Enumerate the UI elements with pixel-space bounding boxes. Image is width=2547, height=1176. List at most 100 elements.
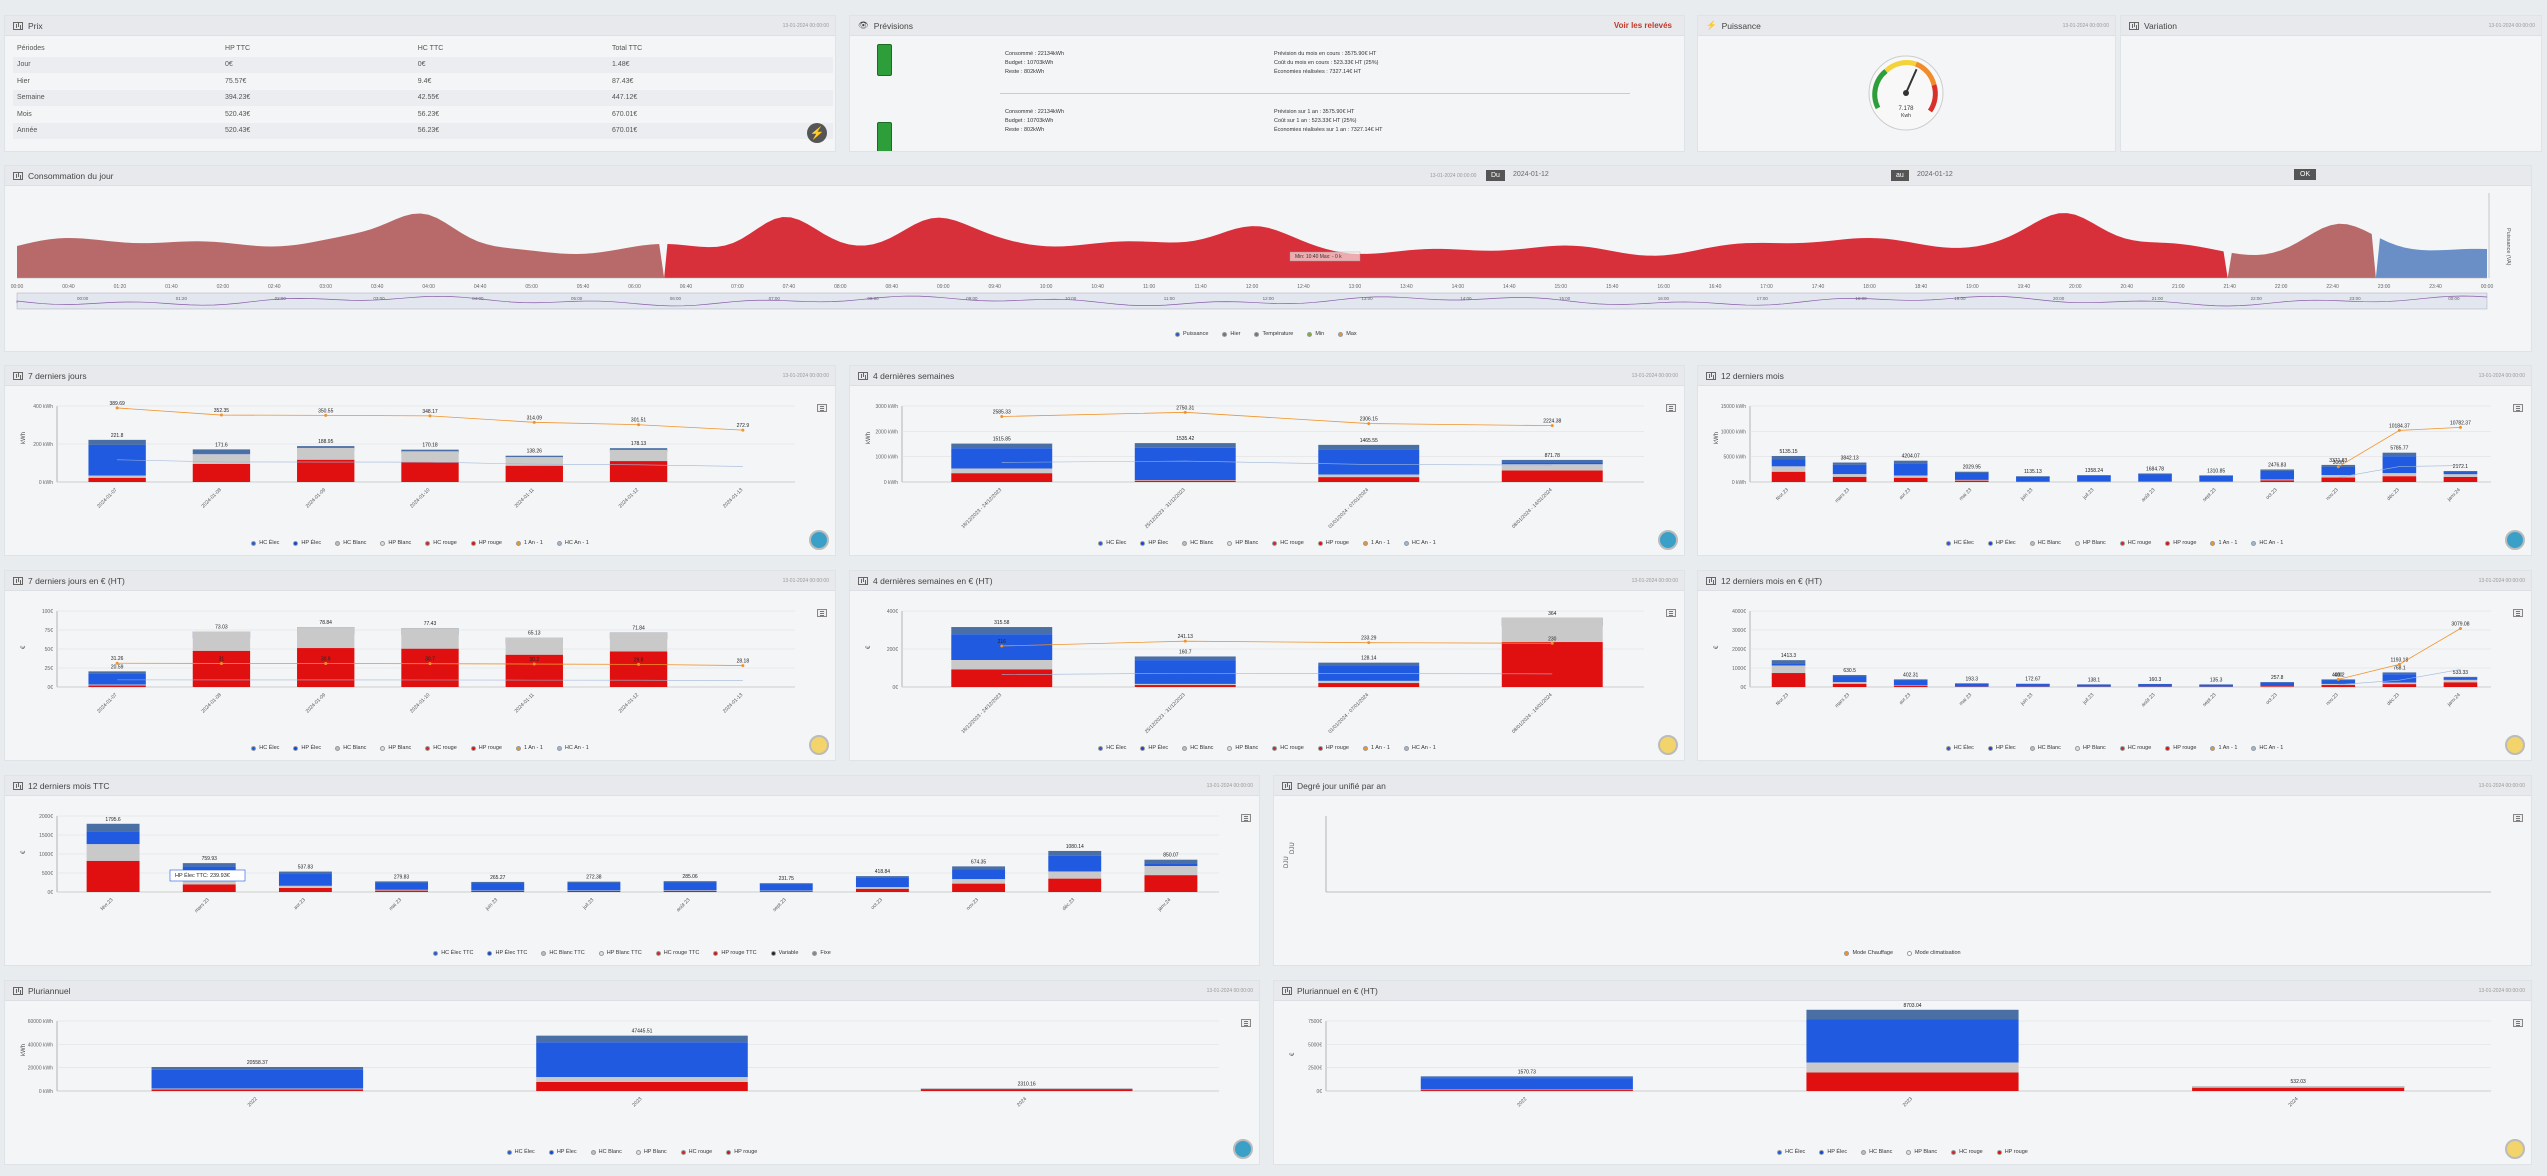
legend-item[interactable]: HP rouge	[470, 745, 502, 751]
legend-item[interactable]: HC rouge	[1951, 1149, 1983, 1155]
legend-item[interactable]: 1 An - 1	[515, 540, 543, 546]
legend-item[interactable]: HC Blanc	[2029, 745, 2061, 751]
legend-item[interactable]: Max	[1338, 331, 1357, 337]
legend-item[interactable]: HC rouge TTC	[655, 950, 699, 956]
legend-item[interactable]: HC Élec	[506, 1149, 535, 1155]
voir-releves-link[interactable]: Voir les relevés	[1613, 21, 1672, 30]
legend-item[interactable]: HP Élec	[1140, 540, 1168, 546]
legend-item[interactable]: HC Élec	[1098, 745, 1126, 751]
legend-item[interactable]: HP Élec	[1987, 540, 2016, 546]
chart-menu-button[interactable]	[1241, 814, 1251, 822]
legend-item[interactable]: HC An - 1	[2251, 745, 2283, 751]
chart-menu-button[interactable]	[2513, 814, 2523, 822]
legend-item[interactable]: HP Blanc	[1227, 540, 1258, 546]
legend-item[interactable]: Mode Chauffage	[1844, 950, 1893, 956]
legend-item[interactable]: HC Élec	[1945, 540, 1974, 546]
legend-item[interactable]: HP Blanc	[1906, 1149, 1937, 1155]
legend-item[interactable]: HP Élec	[293, 540, 321, 546]
legend-item[interactable]: HC Élec	[1098, 540, 1126, 546]
c12ttc-chart[interactable]: €0€ 500€ 1000€ 1500€ 2000€ 1795.6 févr.23 759.9…	[5, 798, 1259, 947]
legend-item[interactable]: HC Élec	[1945, 745, 1974, 751]
legend-item[interactable]: Hier	[1222, 331, 1240, 337]
legend-item[interactable]: Variable	[770, 950, 798, 956]
consumption-area-chart[interactable]: Min: 10:40 Max: - 0 k Puissance (VA) 00:00…	[5, 188, 2532, 338]
legend-item[interactable]: HC Élec	[1777, 1149, 1805, 1155]
legend-item[interactable]: HP Élec	[1140, 745, 1168, 751]
chart-menu-button[interactable]	[817, 404, 827, 412]
c4s-chart[interactable]: kWh 0 kWh 1000 kWh 2000 kWh 3000 kWh 1515.85 1…	[850, 388, 1684, 537]
legend-item[interactable]: HP rouge	[470, 540, 502, 546]
c12me-chart[interactable]: €0€ 1000€ 2000€ 3000€ 4000€ 1413.3 févr.23 630.…	[1698, 593, 2531, 742]
ok-button[interactable]: OK	[2294, 169, 2317, 180]
legend-item[interactable]: HC Blanc	[335, 745, 366, 751]
legend-item[interactable]: HP Blanc	[2074, 745, 2106, 751]
c12m-chart[interactable]: kWh 0 kWh 5000 kWh 10000 kWh 15000 kWh 5135.1…	[1698, 388, 2531, 537]
legend-item[interactable]: HP rouge	[1317, 540, 1349, 546]
legend-item[interactable]: HP Blanc	[635, 1149, 667, 1155]
legend-item[interactable]: HC Élec TTC	[433, 950, 473, 956]
legend-item[interactable]: HP Blanc	[380, 745, 411, 751]
chart-menu-button[interactable]	[817, 609, 827, 617]
legend-item[interactable]: HP rouge TTC	[713, 950, 757, 956]
chart-menu-button[interactable]	[2513, 404, 2523, 412]
legend-item[interactable]: HP Élec	[548, 1149, 577, 1155]
date-to-input[interactable]: 2024-01-12	[1917, 171, 1953, 178]
legend-item[interactable]: HC An - 1	[556, 540, 589, 546]
legend-item[interactable]: HP rouge	[1996, 1149, 2028, 1155]
legend-item[interactable]: HP Élec	[1987, 745, 2016, 751]
legend-item[interactable]: HC rouge	[1272, 540, 1304, 546]
c7je-chart[interactable]: €0€ 25€ 50€ 75€ 100€ 20.59 2024-01-07 73.03 2024…	[5, 593, 835, 742]
legend-item[interactable]: HC Blanc	[590, 1149, 622, 1155]
legend-item[interactable]: HC An - 1	[556, 745, 589, 751]
legend-item[interactable]: HC An - 1	[2251, 540, 2283, 546]
legend-item[interactable]: HC rouge	[680, 1149, 712, 1155]
cple-chart[interactable]: €0€ 2500€ 5000€ 7500€ 1570.73 2022 8703.04 2023…	[1274, 1003, 2531, 1146]
chart-menu-button[interactable]	[1666, 404, 1676, 412]
legend-item[interactable]: HC Blanc TTC	[541, 950, 585, 956]
legend-item[interactable]: HP Élec TTC	[487, 950, 527, 956]
legend-item[interactable]: HC Blanc	[1182, 745, 1213, 751]
legend-item[interactable]: HP Élec	[293, 745, 321, 751]
date-from-input[interactable]: 2024-01-12	[1513, 171, 1549, 178]
legend-item[interactable]: 1 An - 1	[2210, 745, 2237, 751]
chart-menu-button[interactable]	[2513, 1019, 2523, 1027]
legend-item[interactable]: HP Blanc TTC	[598, 950, 642, 956]
legend-item[interactable]: 1 An - 1	[2210, 540, 2237, 546]
legend-item[interactable]: HC An - 1	[1403, 745, 1436, 751]
legend-item[interactable]: HC rouge	[425, 540, 457, 546]
legend-item[interactable]: HC rouge	[2119, 540, 2151, 546]
legend-item[interactable]: HP Élec	[1819, 1149, 1847, 1155]
legend-item[interactable]: HC An - 1	[1403, 540, 1436, 546]
legend-item[interactable]: HC Élec	[251, 745, 279, 751]
chart-menu-button[interactable]	[2513, 609, 2523, 617]
legend-item[interactable]: HC Blanc	[2029, 540, 2061, 546]
cpl-chart[interactable]: kWh 0 kWh 20000 kWh 40000 kWh 60000 kWh 20558…	[5, 1003, 1259, 1146]
legend-item[interactable]: Puissance	[1175, 331, 1208, 337]
legend-item[interactable]: Min	[1307, 331, 1324, 337]
chart-menu-button[interactable]	[1241, 1019, 1251, 1027]
legend-item[interactable]: HP rouge	[2165, 745, 2196, 751]
legend-item[interactable]: 1 An - 1	[1362, 540, 1390, 546]
c7j-chart[interactable]: kWh 0 kWh 200 kWh 400 kWh 221.8 2024-01-07 171…	[5, 388, 835, 537]
c4se-chart[interactable]: €0€ 200€ 400€ 315.58 18/12/2023 - 24/12/2023…	[850, 593, 1684, 742]
legend-item[interactable]: HC Blanc	[1861, 1149, 1892, 1155]
legend-item[interactable]: 1 An - 1	[1362, 745, 1390, 751]
legend-item[interactable]: HC Élec	[251, 540, 279, 546]
chart-menu-button[interactable]	[1666, 609, 1676, 617]
legend-item[interactable]: HC rouge	[1272, 745, 1304, 751]
lightning-icon[interactable]: ⚡	[807, 123, 827, 143]
legend-item[interactable]: HC rouge	[425, 745, 457, 751]
legend-item[interactable]: Fixe	[812, 950, 831, 956]
legend-item[interactable]: Mode climatisation	[1907, 950, 1961, 956]
legend-item[interactable]: HP rouge	[1317, 745, 1349, 751]
legend-item[interactable]: HP Blanc	[2074, 540, 2106, 546]
legend-item[interactable]: Température	[1254, 331, 1293, 337]
legend-item[interactable]: 1 An - 1	[515, 745, 543, 751]
legend-item[interactable]: HP Blanc	[1227, 745, 1258, 751]
legend-item[interactable]: HC Blanc	[1182, 540, 1213, 546]
legend-item[interactable]: HP rouge	[2165, 540, 2196, 546]
legend-item[interactable]: HP Blanc	[380, 540, 411, 546]
legend-item[interactable]: HC Blanc	[335, 540, 366, 546]
legend-item[interactable]: HC rouge	[2119, 745, 2151, 751]
